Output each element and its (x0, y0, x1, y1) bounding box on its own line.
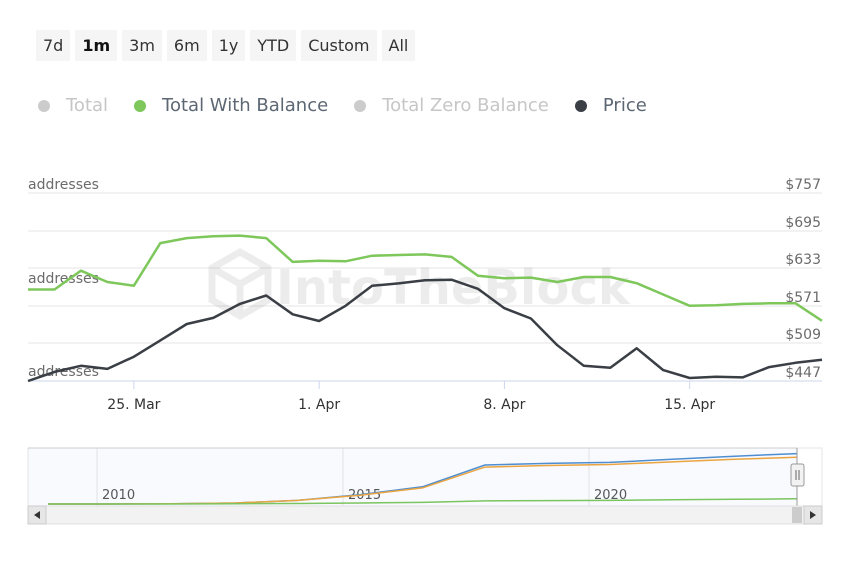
range-button-7d[interactable]: 7d (36, 30, 71, 61)
range-button-ytd[interactable]: YTD (250, 30, 297, 61)
watermark: IntoTheBlock (208, 247, 631, 321)
right-axis-label: $695 (785, 215, 821, 231)
series-line-total-with-balance (28, 234, 823, 322)
navigator-line-green (48, 498, 798, 505)
left-axis-label: addresses (28, 271, 99, 287)
scrollbar-thumb[interactable] (792, 507, 802, 523)
navigator-mask (28, 448, 797, 506)
legend-item-price[interactable]: Price (574, 95, 647, 116)
navigator-year-label: 2020 (594, 488, 627, 503)
x-tick-label: 15. Apr (664, 397, 715, 413)
legend-label: Total With Balance (162, 95, 329, 116)
legend-dot-icon (574, 99, 587, 112)
chart-legend: Total Total With Balance Total Zero Bala… (38, 95, 647, 116)
scroll-right-button[interactable] (803, 505, 823, 525)
navigator-year-label: 2010 (102, 488, 135, 503)
x-tick-label: 1. Apr (298, 397, 340, 413)
right-axis-label: $447 (785, 365, 821, 381)
legend-dot-icon (38, 99, 50, 112)
right-axis-label: $571 (785, 290, 821, 306)
arrow-right-icon (810, 511, 816, 519)
range-button-custom[interactable]: Custom (301, 30, 377, 61)
scroll-left-button[interactable] (27, 505, 47, 525)
left-axis-label: addresses (28, 177, 99, 193)
legend-item-total-zero-balance[interactable]: Total Zero Balance (354, 95, 549, 116)
right-axis-label: $757 (785, 177, 821, 193)
watermark-logo-icon (208, 247, 272, 321)
right-axis-label: $509 (785, 327, 821, 343)
watermark-text: IntoTheBlock (276, 260, 631, 316)
legend-label: Total (66, 95, 109, 116)
legend-label: Price (602, 95, 647, 116)
legend-label: Total Zero Balance (382, 95, 549, 116)
navigator: 2010 2015 2020 (27, 447, 823, 507)
range-button-all[interactable]: All (381, 30, 416, 61)
navigator-handle[interactable] (790, 463, 805, 487)
series-lines (27, 234, 823, 383)
scrollbar (27, 505, 823, 525)
range-button-3m[interactable]: 3m (122, 30, 162, 61)
range-button-6m[interactable]: 6m (166, 30, 207, 61)
navigator-background (27, 447, 823, 507)
navigator-grid: 2010 2015 2020 (96, 448, 627, 506)
legend-dot-icon (354, 99, 367, 112)
x-tick-label: 8. Apr (483, 397, 525, 413)
legend-item-total-with-balance[interactable]: Total With Balance (134, 95, 328, 116)
series-line-price (27, 278, 823, 383)
legend-item-total[interactable]: Total (38, 95, 108, 116)
legend-dot-icon (134, 99, 147, 112)
navigator-lines (48, 452, 798, 505)
right-axis-labels: $757 $695 $633 $571 $509 $447 (785, 177, 821, 381)
right-axis-label: $633 (785, 252, 821, 268)
navigator-year-label: 2015 (348, 488, 381, 503)
range-button-1y[interactable]: 1y (211, 30, 246, 61)
range-selector: 7d 1m 3m 6m 1y YTD Custom All (36, 30, 416, 61)
scrollbar-track[interactable] (27, 505, 823, 525)
range-button-1m[interactable]: 1m (75, 30, 118, 61)
arrow-left-icon (34, 511, 40, 519)
x-tick-label: 25. Mar (107, 397, 160, 413)
